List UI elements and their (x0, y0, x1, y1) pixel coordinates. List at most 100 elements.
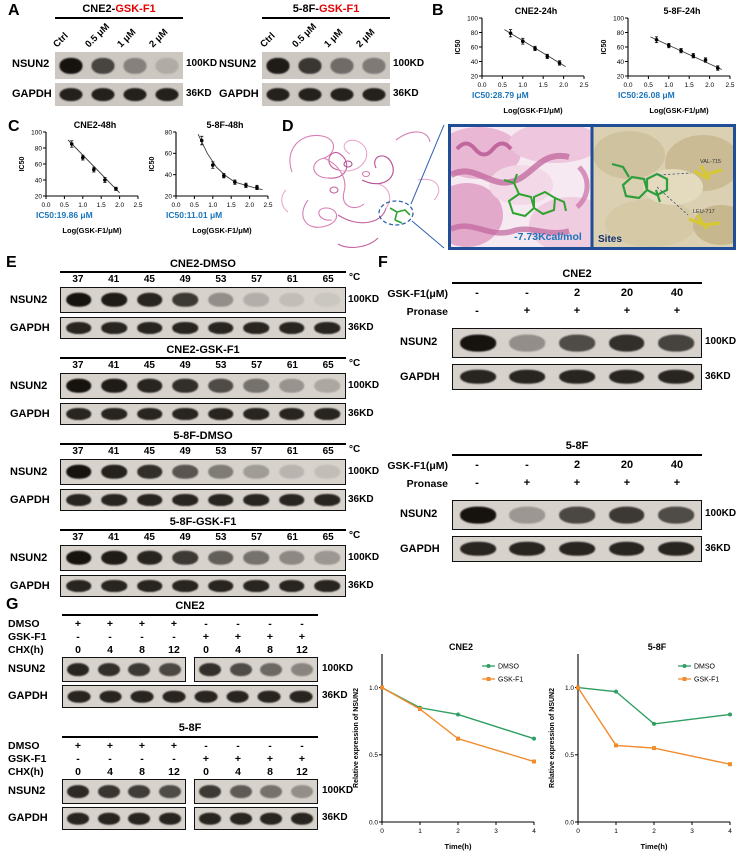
y-tick-label: 0.5 (369, 752, 378, 759)
wb-cetsa-gapdh (60, 489, 346, 511)
data-point (456, 736, 460, 741)
x-tick-label: 4 (728, 828, 732, 835)
x-tick-label: 1.0 (78, 202, 87, 209)
data-point (222, 173, 226, 178)
blot-band (172, 494, 199, 506)
y-axis-label: Relative expression of NSUN2 (353, 688, 360, 788)
y-tick-label: 40 (617, 59, 625, 66)
blot-band (136, 408, 163, 420)
title-underline (262, 17, 390, 19)
blot-band (207, 378, 234, 394)
time-value: 8 (267, 643, 273, 656)
wb-chx-gapdh (62, 685, 318, 708)
y-tick-label: 80 (617, 30, 625, 37)
kd-label: 36KD (322, 690, 348, 701)
fit-line (650, 36, 723, 70)
blot-band (229, 662, 252, 677)
plus-minus-value: - (300, 617, 304, 630)
y-tick-label: 60 (617, 44, 625, 51)
lane-label: 0.5 μM (83, 21, 112, 50)
data-point (521, 39, 525, 43)
data-point (508, 31, 513, 36)
pronase-value: - (475, 305, 479, 317)
panel-g-label: G (6, 596, 19, 613)
zoom-connector-bottom (411, 220, 445, 249)
data-point (255, 185, 259, 190)
x-tick-label: 2.0 (705, 82, 714, 89)
blot-band (128, 784, 151, 799)
data-point (557, 61, 562, 65)
title-underline (452, 454, 702, 456)
plus-minus-value: - (108, 630, 112, 643)
legend-marker (486, 664, 491, 668)
kd-label: 36KD (348, 322, 374, 333)
blot-band (243, 494, 270, 506)
title-underline (60, 529, 346, 531)
x-tick-label: 2 (652, 828, 656, 835)
kd-label: 36KD (705, 371, 731, 382)
x-tick-label: 0.5 (60, 202, 69, 209)
kd-label: 36KD (348, 580, 374, 591)
cetsa-group-title: 5-8F-GSK-F1 (169, 516, 237, 528)
blot-band (509, 334, 546, 352)
plus-minus-value: - (204, 739, 208, 752)
blot-band (207, 408, 234, 420)
time-value: 12 (168, 765, 180, 778)
pronase-value: + (523, 477, 531, 489)
time-value: 0 (75, 765, 81, 778)
chx-time-values: 0 4 8 12 0 4 8 12 (62, 643, 318, 656)
y-tick-label: 60 (165, 151, 173, 158)
blot-band (194, 690, 218, 703)
x-axis-label: Log(GSK-F1/μM) (192, 226, 252, 235)
y-tick-label: 20 (471, 73, 479, 80)
blot-band (67, 812, 90, 825)
legend-label: DMSO (498, 664, 520, 671)
protein-label: NSUN2 (219, 58, 257, 70)
blot-band (172, 464, 199, 480)
temperature-label: 57 (251, 445, 263, 457)
time-value: 4 (107, 643, 113, 656)
temperature-labels: 37 41 45 49 53 57 61 65 (60, 273, 346, 285)
x-tick-label: 0 (576, 828, 580, 835)
blot-band (199, 784, 222, 799)
blot-band (65, 464, 92, 480)
pronase-group-title: CNE2 (562, 268, 592, 280)
data-point (715, 66, 720, 70)
temperature-label: 65 (322, 273, 334, 285)
x-tick-label: 1.0 (518, 82, 527, 89)
wb-pronase-nsun2 (452, 500, 702, 530)
blot-band (101, 550, 128, 566)
x-tick-label: 1 (614, 828, 618, 835)
lane-label: 2 μM (354, 26, 378, 50)
blot-band (608, 506, 645, 524)
title-underline (62, 736, 318, 738)
blot-band (314, 580, 341, 592)
pronase-value: + (673, 477, 681, 489)
blot-band (65, 408, 92, 420)
kd-label: 36KD (705, 543, 731, 554)
protein-label: NSUN2 (10, 552, 48, 564)
wb-pronase-gapdh (452, 536, 702, 562)
data-point (614, 689, 618, 694)
blot-band (65, 292, 92, 308)
data-point (614, 743, 618, 748)
blot-band (608, 541, 645, 557)
panel-f-label: F (378, 254, 388, 271)
blot-band (314, 550, 341, 566)
pronase-value: + (623, 305, 631, 317)
title-underline (452, 282, 702, 284)
panel-c-label: C (8, 118, 20, 135)
data-point (691, 53, 696, 58)
blot-band (207, 494, 234, 506)
wb-nsun2-cne2 (55, 52, 183, 79)
ic50-annotation: IC50:28.79 μM (472, 90, 529, 100)
blot-band (172, 292, 199, 308)
x-tick-label: 1.5 (685, 82, 694, 89)
gsk-values: - - - - + + + + (62, 752, 318, 765)
blot-band (243, 550, 270, 566)
blot-band (289, 690, 313, 703)
blot-band (101, 494, 128, 506)
blot-band (97, 662, 120, 677)
blot-band (97, 812, 120, 825)
plus-minus-value: + (266, 630, 274, 643)
